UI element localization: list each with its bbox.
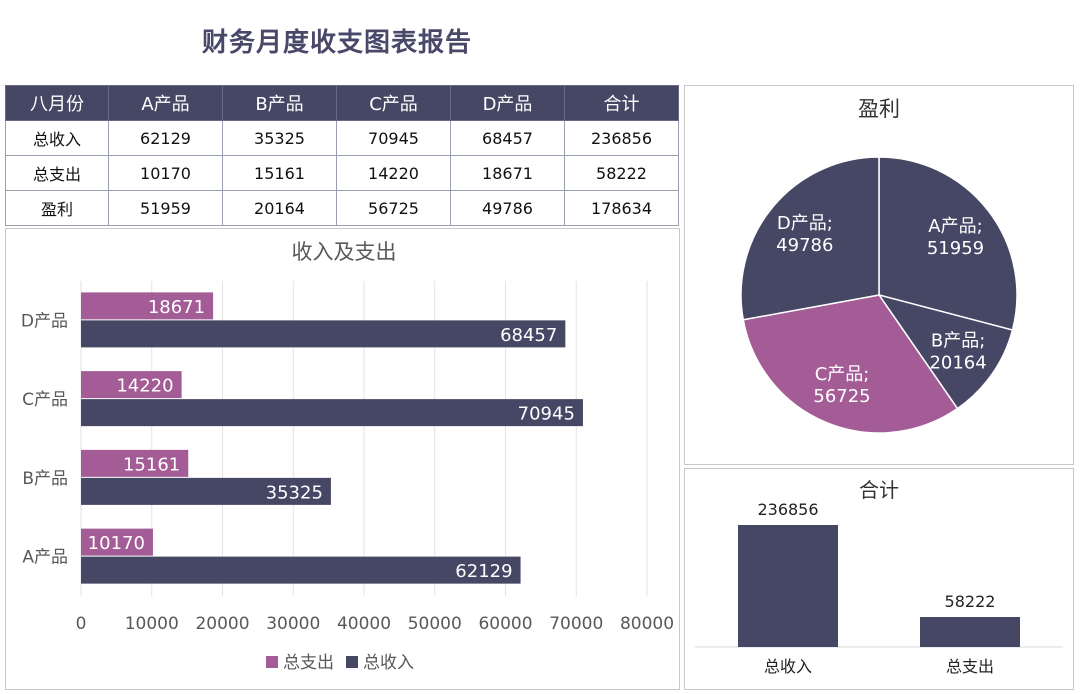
y-category-label: A产品 [22, 548, 68, 568]
pie-data-label: D产品;49786 [776, 213, 833, 256]
x-tick-label: 60000 [478, 614, 532, 634]
data-label: 236856 [757, 500, 818, 519]
x-tick-label: 0 [76, 614, 87, 634]
y-category-label: D产品 [21, 311, 68, 331]
data-label: 58222 [945, 592, 996, 611]
table-header-row: 八月份 A产品 B产品 C产品 D产品 合计 [5, 85, 679, 121]
row-label: 盈利 [5, 190, 109, 226]
row-label: 总支出 [5, 155, 109, 191]
table-row: 总支出 10170 15161 14220 18671 58222 [5, 155, 679, 191]
data-label: 62129 [455, 561, 512, 582]
table-cell: 18671 [450, 155, 565, 191]
chart-title: 盈利 [858, 97, 900, 121]
legend-swatch [266, 656, 278, 668]
bar-income [81, 399, 583, 427]
chart-title: 合计 [859, 478, 899, 502]
x-category-label: 总收入 [764, 657, 812, 676]
profit-pie-panel: 盈利 A产品; 51959 B产品; 20164 C产品; 56725 D产品; 49786 [684, 85, 1074, 465]
x-tick-label: 10000 [125, 614, 179, 634]
x-tick-label: 30000 [266, 614, 320, 634]
total-chart-panel: 合计 236856 总收入 58222 总支出 [684, 468, 1074, 690]
table-row: 盈利 51959 20164 56725 49786 178634 [5, 190, 679, 226]
bar-expense [81, 528, 153, 556]
pie-slice [878, 156, 1018, 331]
table-cell: 62129 [108, 120, 223, 156]
bar-income [81, 320, 566, 348]
data-label: 15161 [123, 454, 180, 475]
x-category-label: 总支出 [946, 657, 994, 676]
table-cell: 49786 [450, 190, 565, 226]
bar-income [81, 477, 331, 505]
pie-data-label: C产品;56725 [813, 364, 870, 407]
table-cell: 58222 [564, 155, 679, 191]
table-header-cell: 八月份 [5, 85, 109, 121]
row-label: 总收入 [5, 120, 109, 156]
bar-expense [81, 292, 214, 320]
table-header-cell: C产品 [336, 85, 451, 121]
income-expense-chart: 收入及支出 0 10000 20000 30000 40000 50000 60000 700… [21, 240, 674, 673]
table-cell: 178634 [564, 190, 679, 226]
pie-data-label: A产品;51959 [927, 216, 984, 259]
data-label: 14220 [116, 376, 173, 397]
chart-legend: 总支出 总收入 [266, 653, 414, 673]
pie-slice [740, 156, 880, 321]
data-label: 10170 [88, 533, 145, 554]
table-cell: 14220 [336, 155, 451, 191]
table-header-cell: D产品 [450, 85, 565, 121]
legend-swatch [346, 656, 358, 668]
data-label: 70945 [518, 404, 575, 425]
table-cell: 70945 [336, 120, 451, 156]
data-label: 68457 [500, 325, 557, 346]
x-tick-label: 70000 [549, 614, 603, 634]
data-label: 35325 [266, 482, 323, 503]
pie-slice [742, 294, 959, 434]
pie-slice [877, 293, 1014, 410]
x-tick-label: 20000 [195, 614, 249, 634]
profit-pie-chart: 盈利 A产品;51959 B产品;20164 C产品;56725 D产品;49786 [740, 97, 1018, 434]
finance-table: 八月份 A产品 B产品 C产品 D产品 合计 总收入 62129 35325 7… [5, 85, 679, 226]
table-cell: 20164 [222, 190, 337, 226]
data-label: 18671 [148, 297, 205, 318]
table-header-cell: A产品 [108, 85, 223, 121]
pie-label-value: 51959 [927, 238, 984, 259]
legend-label: 总支出 [283, 653, 334, 673]
table-cell: 68457 [450, 120, 565, 156]
bar-expense [81, 371, 182, 399]
pie-data-label: B产品;20164 [929, 330, 986, 373]
x-tick-label: 40000 [337, 614, 391, 634]
total-bar [738, 525, 838, 647]
pie-label-name: A产品; [928, 216, 982, 237]
page-title: 财务月度收支图表报告 [202, 28, 473, 58]
pie-label-value: 49786 [776, 235, 833, 256]
table-header-cell: 合计 [564, 85, 679, 121]
income-expense-chart-panel: 收入及支出 0 10000 20000 30000 40000 50000 60000 700… [5, 228, 680, 690]
pie-label-value: 20164 [929, 352, 986, 373]
table-cell: 10170 [108, 155, 223, 191]
bar-expense [81, 449, 189, 477]
x-tick-label: 80000 [620, 614, 674, 634]
bar-income [81, 556, 521, 584]
table-cell: 56725 [336, 190, 451, 226]
table-cell: 51959 [108, 190, 223, 226]
table-header-cell: B产品 [222, 85, 337, 121]
legend-label: 总收入 [363, 653, 414, 673]
y-category-label: B产品 [22, 469, 68, 489]
pie-label-name: D产品; [777, 213, 833, 234]
y-category-label: C产品 [22, 390, 68, 410]
total-bar [920, 617, 1020, 647]
pie-label-value: 56725 [813, 386, 870, 407]
table-cell: 15161 [222, 155, 337, 191]
table-row: 总收入 62129 35325 70945 68457 236856 [5, 120, 679, 156]
table-cell: 236856 [564, 120, 679, 156]
x-tick-label: 50000 [408, 614, 462, 634]
chart-title: 收入及支出 [292, 240, 397, 264]
total-chart: 合计 236856 总收入 58222 总支出 [695, 478, 1063, 676]
table-cell: 35325 [222, 120, 337, 156]
pie-label-name: B产品; [931, 330, 985, 351]
pie-label-name: C产品; [815, 364, 870, 385]
